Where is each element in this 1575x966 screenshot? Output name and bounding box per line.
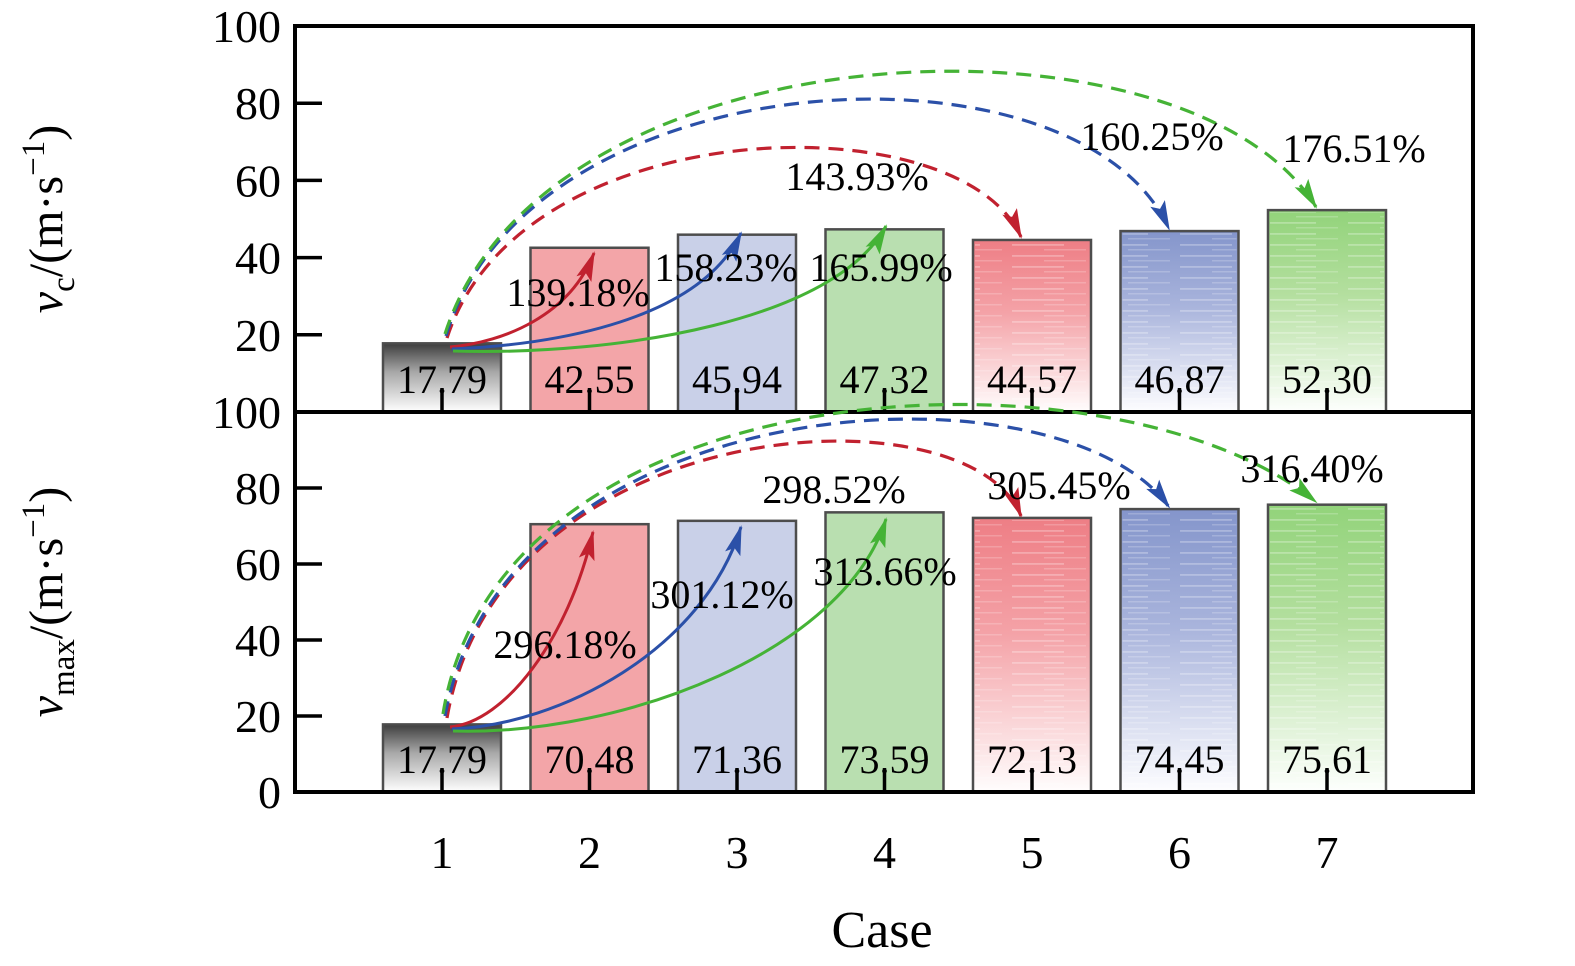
bar-value-label-bottom: 73.59: [840, 737, 930, 782]
plot-frame-bottom: [293, 410, 1475, 794]
bar-streak-texture: [1270, 212, 1384, 410]
y-axis-title-bottom: vmax/(m·s−1): [16, 487, 82, 718]
x-tick-label-case-3: 3: [726, 827, 749, 878]
x-tick-label-case-2: 2: [578, 827, 601, 878]
y-axis-title-part-exponent: −1: [16, 141, 52, 176]
bar-case-4-top: [824, 228, 945, 414]
arrow-dashed-case1-to-case6-top: [444, 97, 1171, 337]
bar-value-label-bottom: 75.61: [1282, 737, 1372, 782]
arrow-solid-case1-to-case3-bottom: [451, 525, 743, 731]
bar-streak-texture: [975, 519, 1089, 790]
y-axis-title-part-unit_close: ): [20, 487, 73, 503]
percent-annotation-bottom: 313.66%: [813, 549, 956, 594]
bar-value-label-top: 46.87: [1135, 357, 1225, 402]
panel-top: 20 40 60 80 100 17.79 42.55 45.94 47.32 44.57 46.8…: [16, 1, 1475, 414]
percent-annotation-bottom: 301.12%: [650, 572, 793, 617]
y-axis-title-part-unit: /(m·s: [20, 538, 73, 639]
bar-value-label-top: 44.57: [987, 357, 1077, 402]
bar-streak-texture: [1122, 233, 1237, 410]
y-axis-title-top: vc/(m·s−1): [16, 125, 82, 313]
y-axis-title-part-subscript: c: [46, 277, 82, 292]
arrow-dashed-case1-to-case7-top: [443, 69, 1318, 335]
y-axis-title-part-subscript: max: [46, 639, 82, 696]
y-axis-title-part-unit_close: ): [20, 125, 73, 141]
percent-annotation-bottom: 296.18%: [493, 622, 636, 667]
y-tick-label-top: 20: [235, 310, 281, 361]
y-tick-label-bottom: 0: [258, 767, 281, 818]
y-tick-label-top: 60: [235, 155, 281, 206]
y-tick-label-bottom: 40: [235, 615, 281, 666]
y-tick-label-bottom: 80: [235, 463, 281, 514]
bar-value-label-bottom: 71.36: [692, 737, 782, 782]
bar-value-label-top: 52.30: [1282, 357, 1372, 402]
y-axis-title-part-unit: /(m·s: [20, 176, 73, 277]
arrow-solid-case1-to-case4-top: [452, 224, 888, 353]
bar-streak-texture: [1122, 511, 1237, 790]
percent-annotation-top: 143.93%: [785, 154, 928, 199]
percent-annotation-bottom: 298.52%: [762, 467, 905, 512]
bar-value-label-top: 47.32: [840, 357, 930, 402]
bar-streak-texture: [1270, 506, 1384, 790]
x-tick-label-case-7: 7: [1316, 827, 1339, 878]
percent-annotation-bottom: 305.45%: [987, 463, 1130, 508]
bar-value-label-top: 42.55: [545, 357, 635, 402]
x-axis-title: Case: [831, 902, 932, 959]
arrow-dashed-case1-to-case7-bottom: [441, 402, 1318, 715]
y-tick-label-top: 40: [235, 233, 281, 284]
arrow-solid-case1-to-case3-top: [451, 231, 743, 351]
bar-value-label-bottom: 74.45: [1135, 737, 1225, 782]
bar-value-label-bottom: 72.13: [987, 737, 1077, 782]
x-tick-label-case-1: 1: [431, 827, 454, 878]
percent-annotation-top: 176.51%: [1282, 126, 1425, 171]
arrow-solid-case1-to-case2-top: [449, 251, 596, 349]
y-tick-label-bottom: 20: [235, 691, 281, 742]
arrow-dashed-case1-to-case5-top: [445, 145, 1023, 339]
bar-value-label-top: 45.94: [692, 357, 782, 402]
percent-annotation-top: 160.25%: [1080, 114, 1223, 159]
bar-value-label-bottom: 17.79: [397, 737, 487, 782]
y-axis-title-part-variable: v: [20, 291, 73, 313]
panel-bottom: 0 20 40 60 80 100 17.79 70.48 71.36 73.59 72.13 74.…: [16, 387, 1475, 818]
y-axis-title-part-variable: v: [20, 695, 73, 717]
arrow-solid-case1-to-case2-bottom: [449, 530, 595, 729]
bar-case-3-bottom: [676, 519, 798, 794]
bar-value-label-top: 17.79: [397, 357, 487, 402]
y-axis-title-part-exponent: −1: [16, 503, 52, 538]
x-tick-label-case-5: 5: [1021, 827, 1044, 878]
bar-value-label-bottom: 70.48: [545, 737, 635, 782]
arrow-solid-case1-to-case4-bottom: [452, 517, 888, 733]
x-tick-label-case-6: 6: [1168, 827, 1191, 878]
y-tick-label-bottom: 60: [235, 539, 281, 590]
y-tick-label-top: 80: [235, 78, 281, 129]
bar-streak-texture: [975, 241, 1089, 410]
percent-annotation-top: 165.99%: [809, 245, 952, 290]
bar-case-4-bottom: [824, 511, 945, 794]
y-tick-label-bottom: 100: [212, 387, 281, 438]
bar-case-2-bottom: [529, 522, 650, 794]
percent-annotation-top: 139.18%: [506, 270, 649, 315]
percent-annotation-bottom: 316.40%: [1240, 446, 1383, 491]
percent-annotation-top: 158.23%: [654, 245, 797, 290]
x-tick-label-case-4: 4: [873, 827, 896, 878]
arrow-dashed-case1-to-case5-bottom: [445, 439, 1023, 719]
y-tick-label-top: 100: [212, 1, 281, 52]
